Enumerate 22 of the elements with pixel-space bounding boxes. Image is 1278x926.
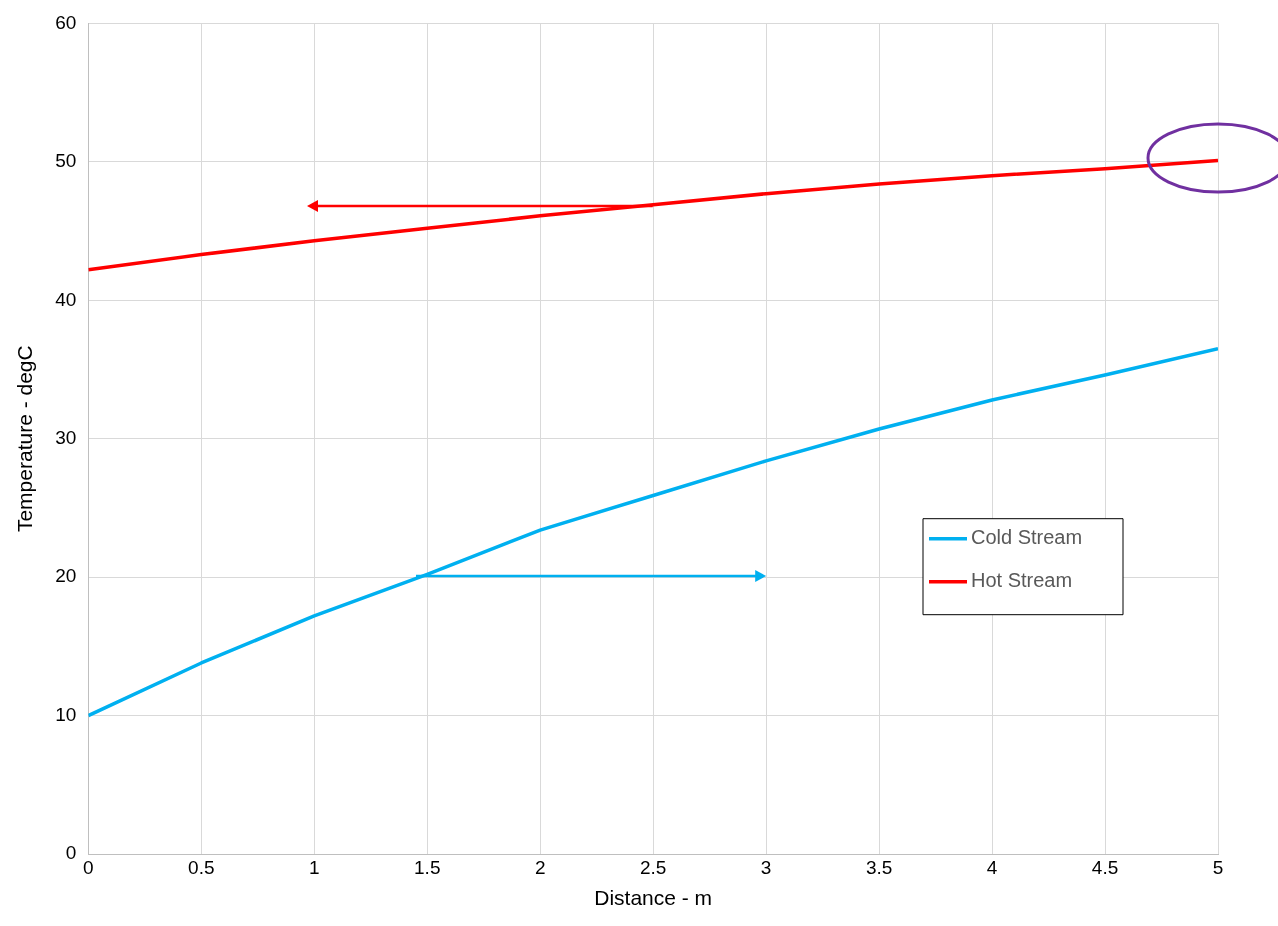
y-tick-label: 0 (65, 842, 77, 864)
x-tick-label: 5 (1212, 856, 1224, 878)
x-tick-label: 2 (534, 856, 546, 878)
x-tick-label: 2.5 (639, 856, 667, 878)
y-tick-label: 40 (55, 288, 77, 310)
x-tick-label: 3 (760, 856, 772, 878)
x-axis-title: Distance - m (594, 886, 713, 910)
y-axis-title: Temperature - degC (13, 345, 37, 533)
x-tick-label: 3.5 (865, 856, 893, 878)
y-tick-label: 30 (55, 426, 77, 448)
x-tick-label: 0.5 (188, 856, 215, 878)
legend-label: Hot Stream (971, 569, 1073, 592)
y-tick-label: 20 (55, 565, 77, 587)
x-tick-label: 0 (83, 856, 94, 878)
x-tick-label: 1 (308, 856, 320, 878)
x-tick-label: 4.5 (1091, 856, 1119, 878)
x-tick-label: 4 (986, 856, 998, 878)
y-tick-label: 50 (55, 150, 77, 172)
y-tick-label: 60 (55, 11, 77, 33)
legend-label: Cold Stream (971, 526, 1083, 549)
y-tick-label: 10 (55, 703, 77, 725)
x-tick-label: 1.5 (414, 856, 441, 878)
